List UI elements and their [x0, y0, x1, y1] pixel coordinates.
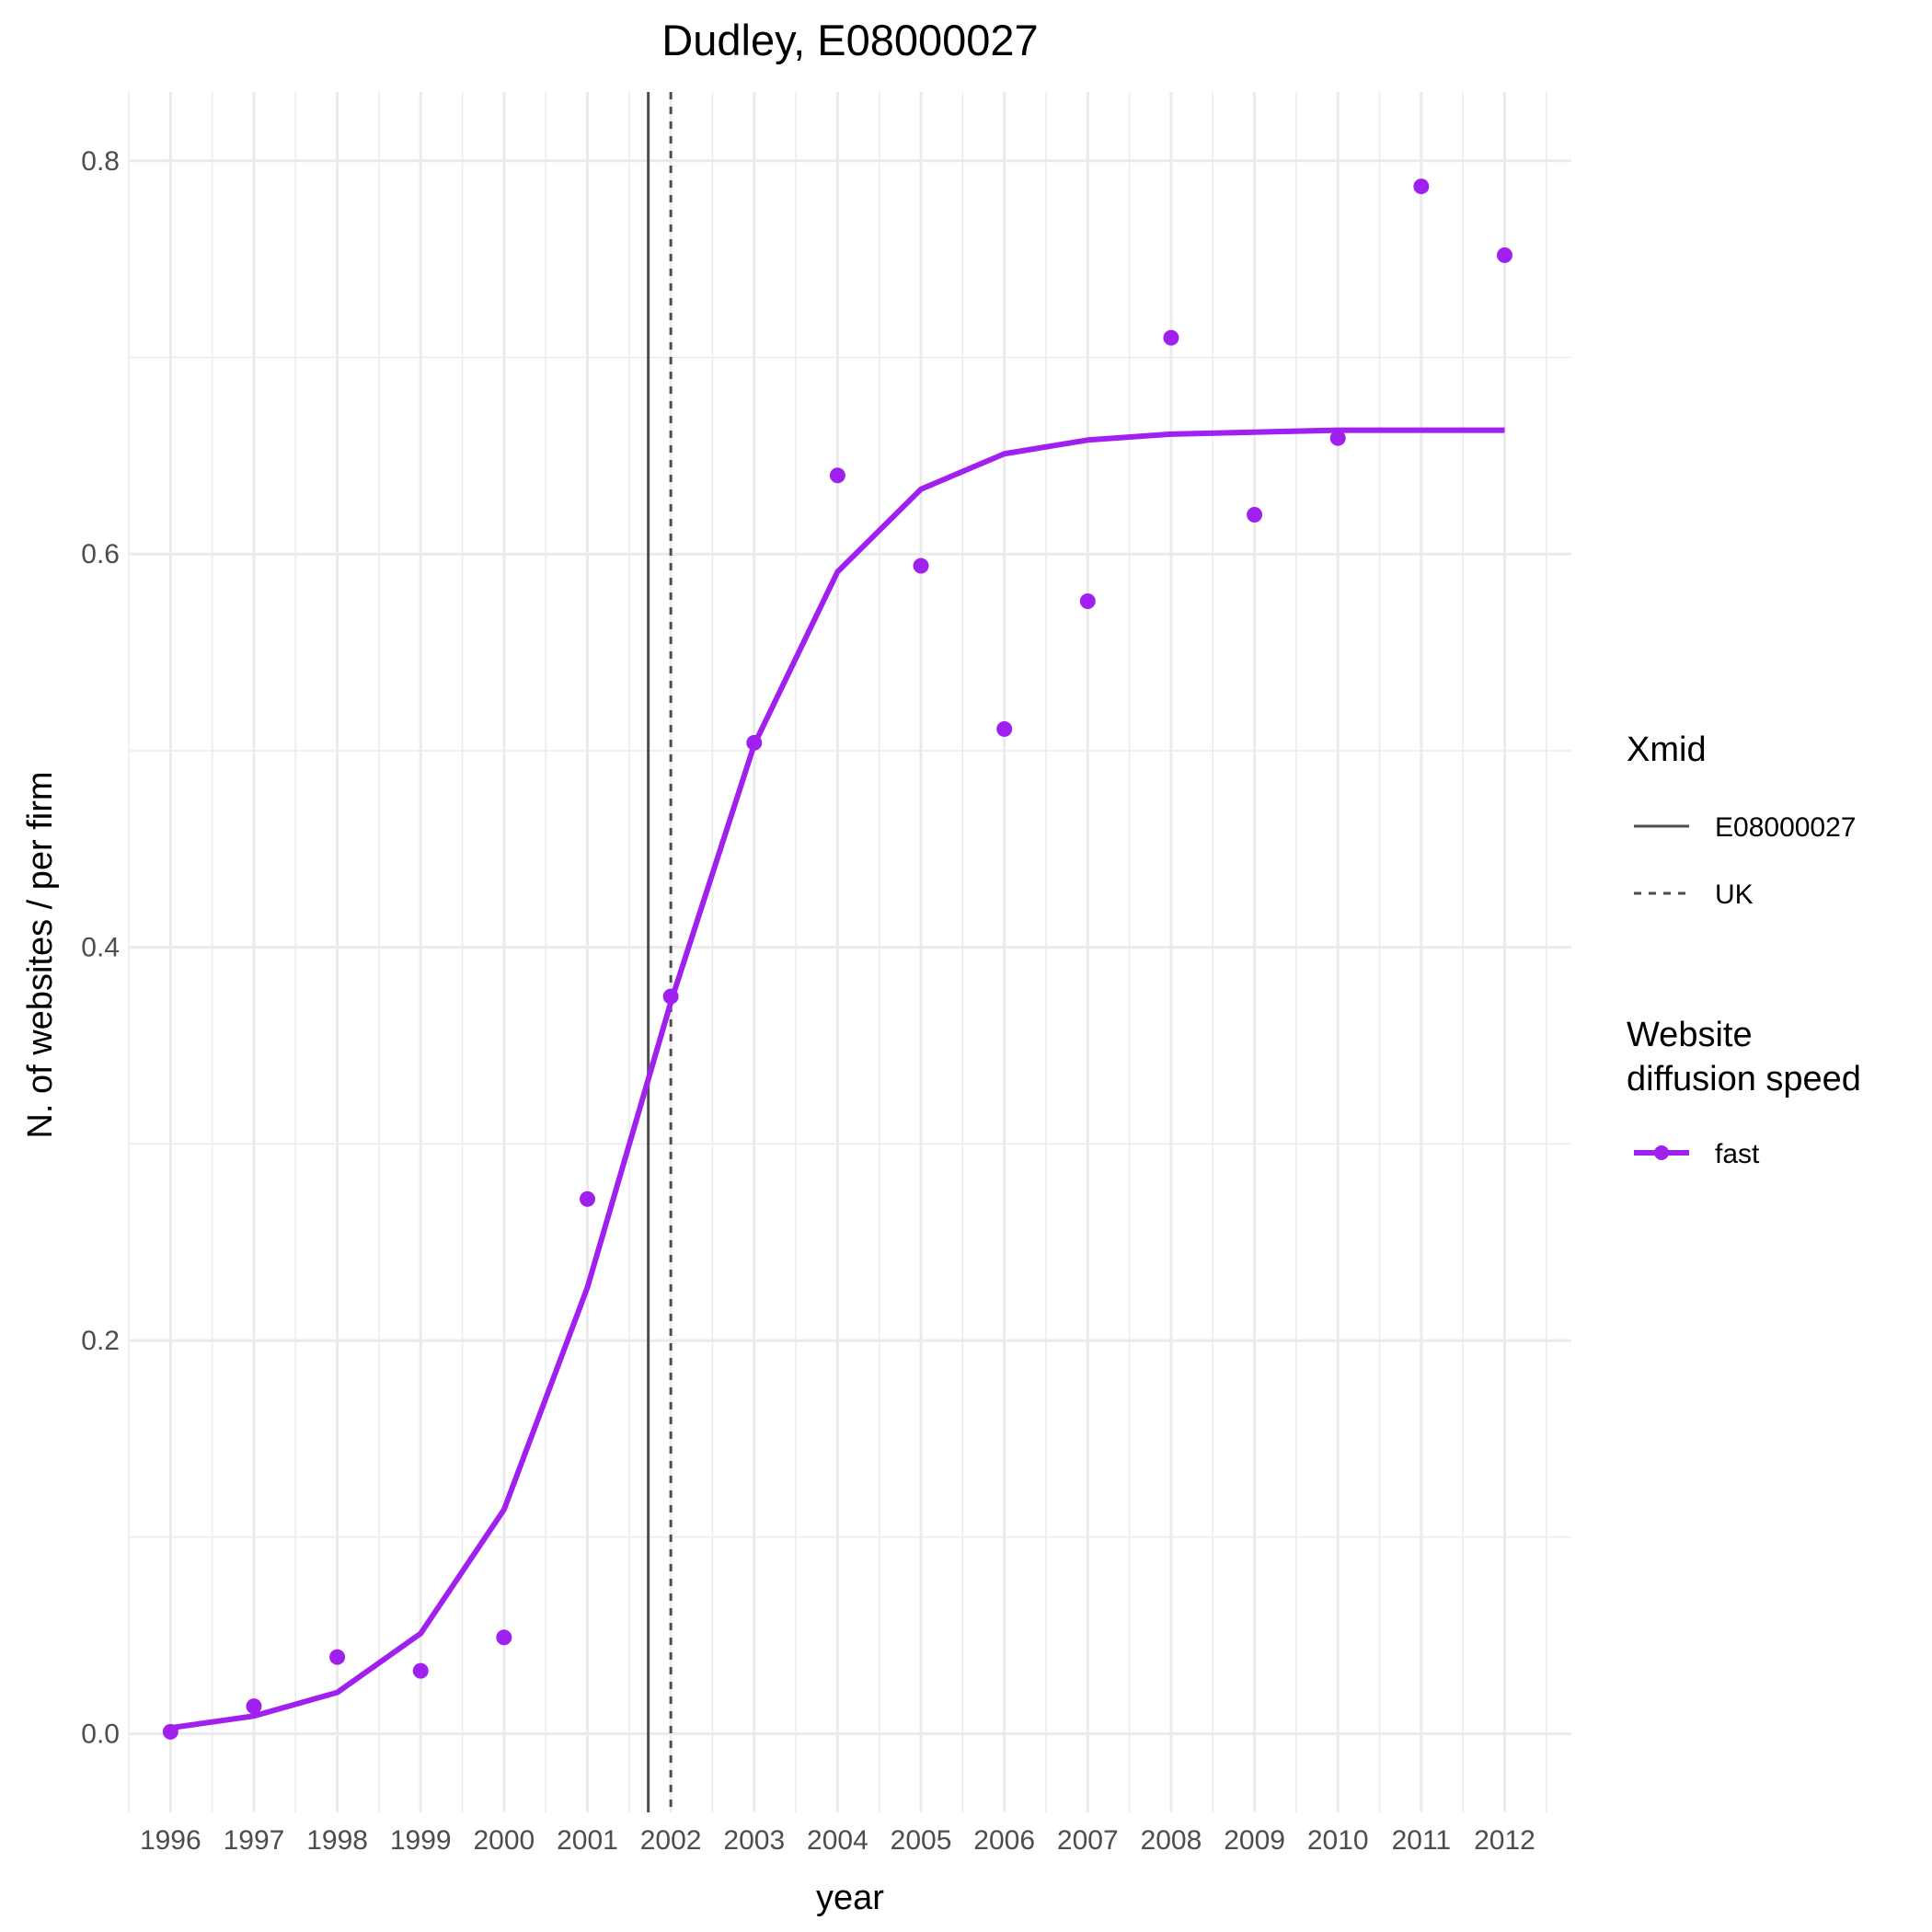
x-tick-label: 2012	[1474, 1825, 1535, 1856]
legend-title-line-1: Website	[1627, 1016, 1753, 1054]
legend: Xmid E08000027 UK Website diffusion spee…	[1627, 730, 1861, 1169]
fitted-curve-fast	[169, 427, 1505, 1731]
y-tick-label: 0.2	[81, 1326, 120, 1356]
x-tick-label: 2003	[723, 1825, 785, 1856]
major-gridlines	[129, 92, 1571, 1812]
legend-label-e08000027: E08000027	[1715, 812, 1857, 843]
data-point-2000	[496, 1629, 512, 1646]
x-tick-label: 2006	[973, 1825, 1035, 1856]
x-tick-label: 2011	[1392, 1825, 1452, 1856]
legend-key-fast-point	[1654, 1145, 1669, 1160]
x-tick-label: 2000	[473, 1825, 535, 1856]
x-tick-label: 1999	[390, 1825, 452, 1856]
x-tick-label: 2010	[1307, 1825, 1369, 1856]
x-axis-title: year	[816, 1879, 884, 1917]
x-tick-label: 2002	[640, 1825, 702, 1856]
y-tick-label: 0.0	[81, 1719, 120, 1750]
legend-label-uk: UK	[1715, 880, 1754, 910]
data-point-1999	[412, 1662, 429, 1679]
y-tick-label: 0.8	[81, 146, 120, 177]
data-point-1996	[162, 1723, 178, 1740]
y-tick-label: 0.6	[81, 539, 120, 569]
data-point-2004	[829, 467, 845, 484]
data-point-2003	[746, 734, 763, 751]
x-tick-label: 2009	[1224, 1825, 1285, 1856]
x-tick-label: 1998	[306, 1825, 368, 1856]
y-axis-title: N. of websites / per firm	[21, 771, 60, 1138]
data-point-1998	[329, 1649, 346, 1665]
y-tick-label: 0.4	[81, 933, 120, 963]
x-tick-label: 1996	[140, 1825, 201, 1856]
chart-title: Dudley, E08000027	[661, 16, 1038, 64]
legend-title-line-2: diffusion speed	[1627, 1060, 1861, 1098]
data-point-2012	[1496, 247, 1512, 263]
legend-title-diffusion-speed: Website diffusion speed	[1627, 1016, 1861, 1098]
x-tick-label: 2001	[557, 1825, 618, 1856]
x-tick-label: 2005	[891, 1825, 952, 1856]
data-point-2006	[996, 720, 1013, 737]
x-tick-label: 2008	[1141, 1825, 1202, 1856]
minor-gridlines	[128, 92, 1571, 1812]
data-point-2009	[1247, 506, 1263, 523]
data-point-2011	[1413, 178, 1430, 195]
plot-series	[162, 178, 1512, 1740]
legend-title-xmid: Xmid	[1627, 730, 1707, 769]
x-tick-label: 2007	[1057, 1825, 1119, 1856]
x-tick-labels: 1996 1997 1998 1999 2000 2001 2002 2003 2004 2005…	[140, 1825, 1535, 1856]
x-tick-label: 1997	[224, 1825, 285, 1856]
data-point-1997	[246, 1698, 262, 1715]
xmid-lines	[647, 92, 673, 1812]
x-tick-label: 2004	[807, 1825, 868, 1856]
data-point-2005	[913, 558, 929, 574]
data-point-2010	[1329, 430, 1346, 446]
y-tick-labels: 0.0 0.2 0.4 0.6 0.8	[81, 146, 120, 1750]
data-point-2008	[1163, 329, 1179, 346]
data-point-2001	[579, 1190, 595, 1207]
data-point-2002	[662, 988, 679, 1005]
data-point-2007	[1079, 593, 1096, 610]
legend-label-fast: fast	[1715, 1139, 1760, 1169]
